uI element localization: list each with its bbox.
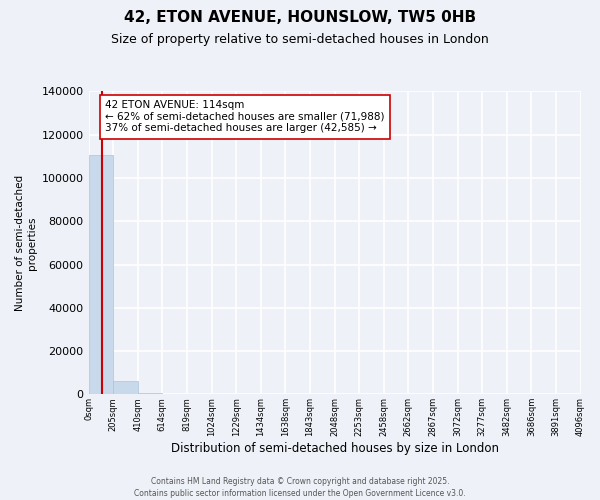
Bar <box>138 392 163 394</box>
Text: Contains HM Land Registry data © Crown copyright and database right 2025.
Contai: Contains HM Land Registry data © Crown c… <box>134 476 466 498</box>
Text: Size of property relative to semi-detached houses in London: Size of property relative to semi-detach… <box>111 32 489 46</box>
Text: 42, ETON AVENUE, HOUNSLOW, TW5 0HB: 42, ETON AVENUE, HOUNSLOW, TW5 0HB <box>124 10 476 25</box>
X-axis label: Distribution of semi-detached houses by size in London: Distribution of semi-detached houses by … <box>170 442 499 455</box>
Y-axis label: Number of semi-detached
properties: Number of semi-detached properties <box>15 175 37 311</box>
Text: 42 ETON AVENUE: 114sqm
← 62% of semi-detached houses are smaller (71,988)
37% of: 42 ETON AVENUE: 114sqm ← 62% of semi-det… <box>105 100 385 134</box>
Bar <box>89 156 113 394</box>
Bar <box>113 381 138 394</box>
